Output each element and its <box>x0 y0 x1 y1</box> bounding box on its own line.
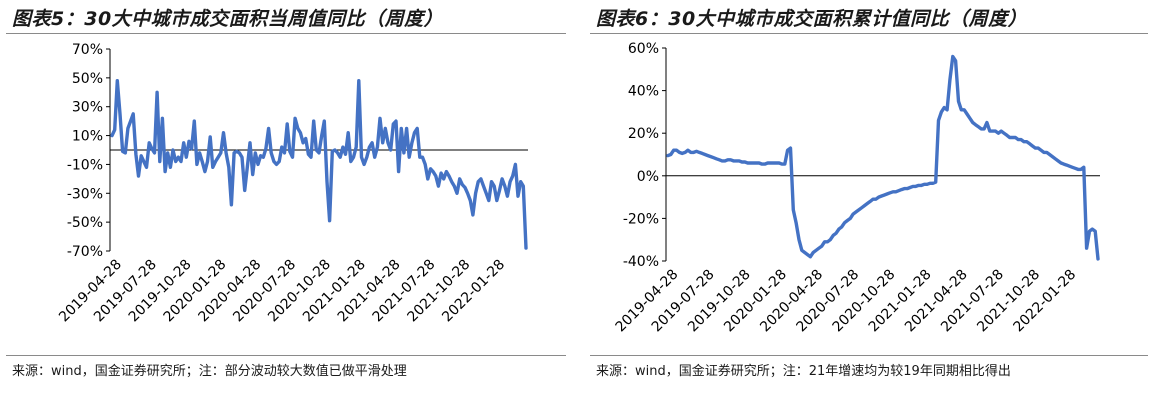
y-tick-label: 70% <box>72 42 103 58</box>
series-line <box>110 79 528 250</box>
series-line <box>666 54 1100 261</box>
chart-title: 图表6：30大中城市成交面积累计值同比（周度） <box>596 8 1028 30</box>
chart-panel-weekly-yoy: 图表5：30大中城市成交面积当周值同比（周度） 70% 50% 30% 10% -10%… <box>0 0 572 407</box>
y-tick-label: 0% <box>637 169 659 185</box>
y-tick-label: -20% <box>623 211 659 227</box>
y-tick-label: 50% <box>72 71 103 87</box>
line-chart-cumulative-yoy: 60%40%20%0%-20%-40%2019-04-282019-07-282… <box>613 41 1100 335</box>
y-tick-label: -10% <box>67 157 103 173</box>
y-tick-label: 30% <box>72 100 103 116</box>
y-tick-label: 60% <box>628 41 659 57</box>
y-tick-label: 20% <box>628 126 659 142</box>
divider <box>590 355 1148 356</box>
y-tick-label: -40% <box>623 254 659 270</box>
divider <box>6 33 566 34</box>
source-note: 来源：wind，国金证券研究所；注：21年增速均为较19年同期相比得出 <box>596 364 1011 379</box>
y-tick-label: -30% <box>67 186 103 202</box>
y-tick-label: -50% <box>67 215 103 231</box>
line-chart-weekly-yoy: 70%50%30%10%-10%-30%-50%-70%2019-04-2820… <box>56 42 528 325</box>
divider <box>590 33 1148 34</box>
chart-title: 图表5：30大中城市成交面积当周值同比（周度） <box>12 8 444 30</box>
chart-panel-cumulative-yoy: 图表6：30大中城市成交面积累计值同比（周度） 60% 40% 20% 0% -20% -… <box>584 0 1154 407</box>
divider <box>6 355 566 356</box>
y-tick-label: 10% <box>72 129 103 145</box>
y-tick-label: 40% <box>628 84 659 100</box>
source-note: 来源：wind，国金证券研究所；注：部分波动较大数值已做平滑处理 <box>12 364 407 379</box>
y-tick-label: -70% <box>67 244 103 260</box>
